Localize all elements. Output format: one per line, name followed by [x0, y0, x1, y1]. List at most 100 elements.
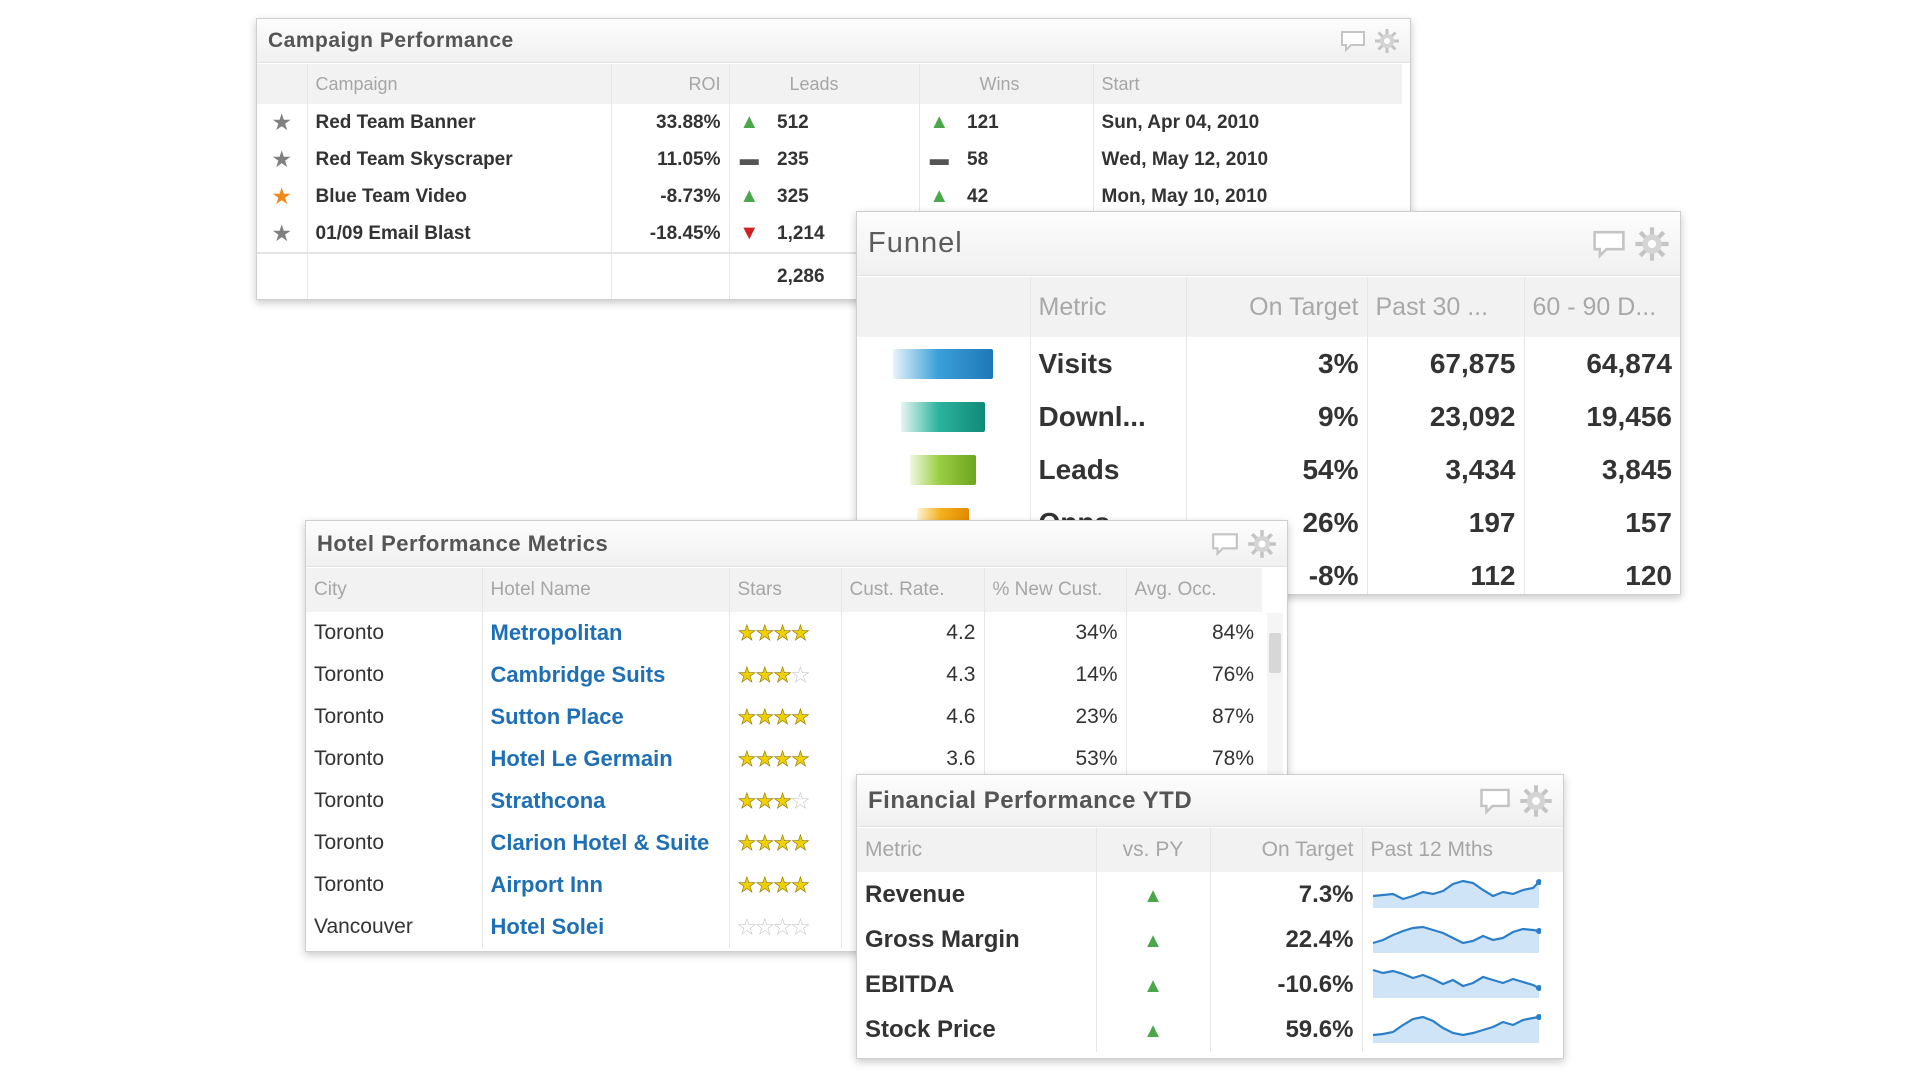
on-target-value: 7.3%: [1210, 872, 1363, 917]
gear-icon[interactable]: [1634, 226, 1670, 262]
hotel-name-col-header[interactable]: Hotel Name: [482, 568, 730, 612]
city-value: Toronto: [306, 864, 483, 906]
table-row[interactable]: Toronto Sutton Place ★★★★ 4.6 23% 87%: [306, 696, 1262, 738]
hotel-name-cell[interactable]: Strathcona: [482, 780, 730, 822]
on-target-value: -10.6%: [1210, 962, 1363, 1007]
wins-col-header[interactable]: Wins: [919, 64, 1094, 104]
hotel-name-cell[interactable]: Clarion Hotel & Suite: [482, 822, 730, 864]
roi-value: -8.73%: [611, 178, 730, 215]
hotel-name-link[interactable]: Clarion Hotel & Suite: [490, 830, 710, 855]
metric-col-header[interactable]: Metric: [857, 828, 1097, 872]
on-target-value: 9%: [1186, 390, 1368, 443]
on-target-col-header[interactable]: On Target: [1210, 828, 1363, 872]
star-rating: ★★★★: [729, 906, 842, 948]
table-row[interactable]: EBITDA ▲ -10.6%: [857, 962, 1563, 1007]
start-value: Mon, May 10, 2010: [1101, 185, 1268, 207]
city-col-header[interactable]: City: [306, 568, 483, 612]
funnel-header-row: Metric On Target Past 30 ... 60 - 90 D..…: [857, 277, 1680, 337]
hotel-name-link[interactable]: Sutton Place: [490, 704, 624, 729]
star-icon[interactable]: ★: [257, 141, 308, 178]
hotel-name-link[interactable]: Metropolitan: [490, 620, 623, 645]
metric-col-header[interactable]: Metric: [1030, 277, 1187, 337]
hotel-name-cell[interactable]: Sutton Place: [482, 696, 730, 738]
table-row[interactable]: ★ Blue Team Video -8.73% ▲ 325 ▲ 42 Mon,…: [257, 178, 1402, 215]
hotel-name-link[interactable]: Hotel Le Germain: [490, 746, 673, 771]
star-rating-empty: ★: [790, 663, 810, 687]
leads-col-header[interactable]: Leads: [729, 64, 920, 104]
scrollbar-thumb[interactable]: [1269, 633, 1281, 673]
financial-metric: Gross Margin: [857, 917, 1097, 962]
city-value: Toronto: [306, 738, 483, 780]
past-30-value: 67,875: [1367, 337, 1525, 390]
city-value: Vancouver: [306, 906, 483, 948]
star-icon[interactable]: ★: [257, 104, 308, 141]
table-row[interactable]: ★ Red Team Skyscraper 11.05% ▬ 235 ▬ 58 …: [257, 141, 1402, 178]
campaign-name: 01/09 Email Blast: [307, 215, 612, 253]
table-row[interactable]: Gross Margin ▲ 22.4%: [857, 917, 1563, 962]
financial-table: Metric vs. PY On Target Past 12 Mths Rev…: [857, 828, 1563, 1052]
gear-icon[interactable]: [1247, 529, 1277, 559]
table-row[interactable]: ★ Red Team Banner 33.88% ▲ 512 ▲ 121 Sun…: [257, 104, 1402, 141]
hotel-name-link[interactable]: Airport Inn: [490, 872, 603, 897]
new-cust-col-header[interactable]: % New Cust.: [984, 568, 1127, 612]
table-row[interactable]: Toronto Cambridge Suits ★★★★ 4.3 14% 76%: [306, 654, 1262, 696]
vs-py-col-header[interactable]: vs. PY: [1096, 828, 1211, 872]
leads-value: 235: [769, 141, 920, 178]
gear-icon[interactable]: [1519, 784, 1553, 818]
comment-icon[interactable]: [1340, 30, 1366, 52]
total-cell-empty: [729, 252, 769, 299]
trend-flat-icon: ▬: [739, 148, 759, 170]
start-value: Wed, May 12, 2010: [1101, 148, 1269, 170]
funnel-bar: [857, 390, 1031, 443]
trend-up-icon: ▲: [1096, 872, 1211, 917]
hotel-name-cell[interactable]: Hotel Solei: [482, 906, 730, 948]
star-icon[interactable]: ★: [257, 215, 308, 253]
hotel-name-cell[interactable]: Cambridge Suits: [482, 654, 730, 696]
table-row[interactable]: Toronto Hotel Le Germain ★★★★ 3.6 53% 78…: [306, 738, 1262, 780]
star-rating-filled: ★★★★: [737, 621, 810, 645]
table-row[interactable]: Downl... 9% 23,092 19,456: [857, 390, 1680, 443]
days-60-90-col-header[interactable]: 60 - 90 D...: [1524, 277, 1680, 337]
cust-rate-col-header[interactable]: Cust. Rate.: [841, 568, 985, 612]
stars-col-header[interactable]: Stars: [729, 568, 842, 612]
hotel-name-cell[interactable]: Hotel Le Germain: [482, 738, 730, 780]
hotel-name-link[interactable]: Strathcona: [490, 788, 606, 813]
comment-icon[interactable]: [1211, 532, 1239, 556]
roi-col-header[interactable]: ROI: [611, 64, 730, 104]
new-cust-value: 23%: [984, 696, 1127, 738]
days-60-90-value: 19,456: [1586, 400, 1672, 432]
table-row[interactable]: Stock Price ▲ 59.6%: [857, 1007, 1563, 1052]
avg-occ-value: 87%: [1211, 705, 1254, 728]
star-icon-favorite[interactable]: ★: [257, 178, 308, 215]
campaign-name: Red Team Banner: [307, 104, 612, 141]
table-row[interactable]: Leads 54% 3,434 3,845: [857, 443, 1680, 496]
table-row[interactable]: Toronto Metropolitan ★★★★ 4.2 34% 84%: [306, 612, 1262, 654]
past-30-value: 112: [1367, 549, 1525, 594]
on-target-value: 22.4%: [1210, 917, 1363, 962]
hotel-name-cell[interactable]: Airport Inn: [482, 864, 730, 906]
gear-icon[interactable]: [1374, 28, 1400, 54]
funnel-bar: [857, 443, 1031, 496]
table-row[interactable]: Revenue ▲ 7.3%: [857, 872, 1563, 917]
wins-value: 42: [959, 178, 1094, 215]
on-target-col-header[interactable]: On Target: [1186, 277, 1368, 337]
hotel-name-link[interactable]: Hotel Solei: [490, 914, 605, 939]
trend-up-icon: ▲: [1096, 1007, 1211, 1052]
campaign-panel-title: Campaign Performance: [268, 28, 514, 52]
cust-rate-value: 3.6: [841, 738, 985, 780]
comment-icon[interactable]: [1592, 229, 1626, 259]
past-30-col-header[interactable]: Past 30 ...: [1367, 277, 1525, 337]
table-row[interactable]: Visits 3% 67,875 64,874: [857, 337, 1680, 390]
campaign-col-header[interactable]: Campaign: [307, 64, 612, 104]
past-12-col-header[interactable]: Past 12 Mths: [1362, 828, 1563, 872]
trend-down-icon: ▼: [739, 222, 760, 244]
city-value: Toronto: [306, 780, 483, 822]
hotel-panel-title: Hotel Performance Metrics: [317, 530, 609, 556]
start-col-header[interactable]: Start: [1093, 64, 1403, 104]
financial-performance-panel: Financial Performance YTD Metric vs. PY …: [856, 774, 1564, 1059]
comment-icon[interactable]: [1479, 787, 1511, 815]
star-rating-empty: ★: [790, 789, 810, 813]
hotel-name-cell[interactable]: Metropolitan: [482, 612, 730, 654]
hotel-name-link[interactable]: Cambridge Suits: [490, 662, 666, 687]
avg-occ-col-header[interactable]: Avg. Occ.: [1126, 568, 1262, 612]
